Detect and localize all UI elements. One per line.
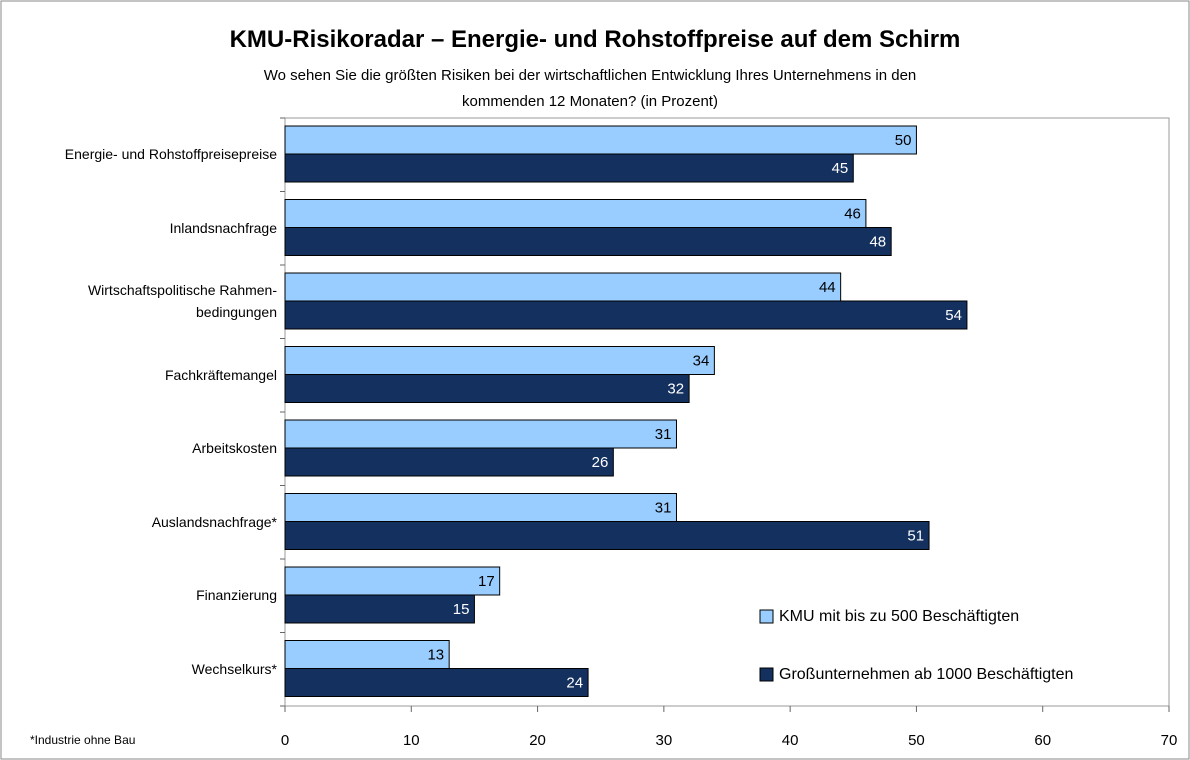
legend-swatch (759, 609, 774, 624)
x-tick-label: 0 (281, 732, 289, 749)
x-tick-label: 50 (908, 732, 925, 749)
bar (284, 668, 589, 697)
value-label: 24 (566, 674, 583, 691)
bar (284, 640, 450, 669)
value-label: 46 (844, 205, 861, 222)
y-tick-label: Fachkräftemangel (164, 366, 277, 383)
chart-subtitle: Wo sehen Sie die größten Risiken bei der… (263, 67, 917, 110)
bar (284, 566, 501, 596)
y-tick-label: Finanzierung (196, 587, 277, 603)
value-label: 51 (907, 527, 924, 544)
bar (284, 594, 475, 624)
value-label: 45 (832, 160, 849, 177)
y-tick-label: Wechselkurs* (191, 660, 277, 677)
value-label: 48 (869, 233, 886, 250)
value-label: 26 (592, 454, 609, 471)
x-tick-label: 40 (782, 732, 799, 749)
value-label: 34 (693, 352, 710, 369)
x-tick-label: 70 (1161, 732, 1178, 749)
bar (284, 300, 968, 330)
value-label: 44 (819, 279, 836, 296)
bar (284, 199, 867, 228)
bar (284, 493, 677, 522)
y-tick-label: Wirtschaftspolitische Rahmen- bedingunge… (87, 282, 277, 320)
value-label: 31 (655, 499, 672, 516)
legend-label: Großunternehmen ab 1000 Beschäftigten (779, 666, 1073, 683)
chart-title: KMU-Risikoradar – Energie- und Rohstoffp… (229, 26, 961, 53)
bar (284, 153, 854, 183)
value-label: 15 (453, 601, 470, 618)
y-tick-label: Auslandsnachfrage* (151, 513, 277, 530)
bar (284, 521, 930, 550)
x-tick-label: 20 (529, 732, 546, 749)
bar (284, 272, 842, 302)
legend-label: KMU mit bis zu 500 Beschäftigten (779, 608, 1019, 625)
y-tick-label: Inlandsnachfrage (169, 219, 277, 236)
value-label: 50 (895, 132, 912, 149)
bar (284, 374, 690, 403)
value-label: 13 (427, 646, 444, 663)
x-tick-label: 10 (403, 732, 420, 749)
x-tick-label: 60 (1034, 732, 1051, 749)
y-tick-label: Arbeitskosten (192, 440, 277, 456)
footnote: *Industrie ohne Bau (30, 733, 135, 747)
y-tick-label: Energie- und Rohstoffpreisepreise (64, 146, 277, 162)
value-label: 32 (667, 380, 684, 397)
bar (284, 227, 892, 256)
value-label: 54 (945, 307, 962, 324)
x-tick-label: 30 (656, 732, 673, 749)
legend-swatch (759, 667, 774, 682)
value-label: 31 (655, 426, 672, 443)
bar (284, 447, 614, 477)
bar (284, 125, 917, 155)
bar (284, 346, 715, 375)
bar (284, 419, 677, 449)
value-label: 17 (478, 573, 495, 590)
